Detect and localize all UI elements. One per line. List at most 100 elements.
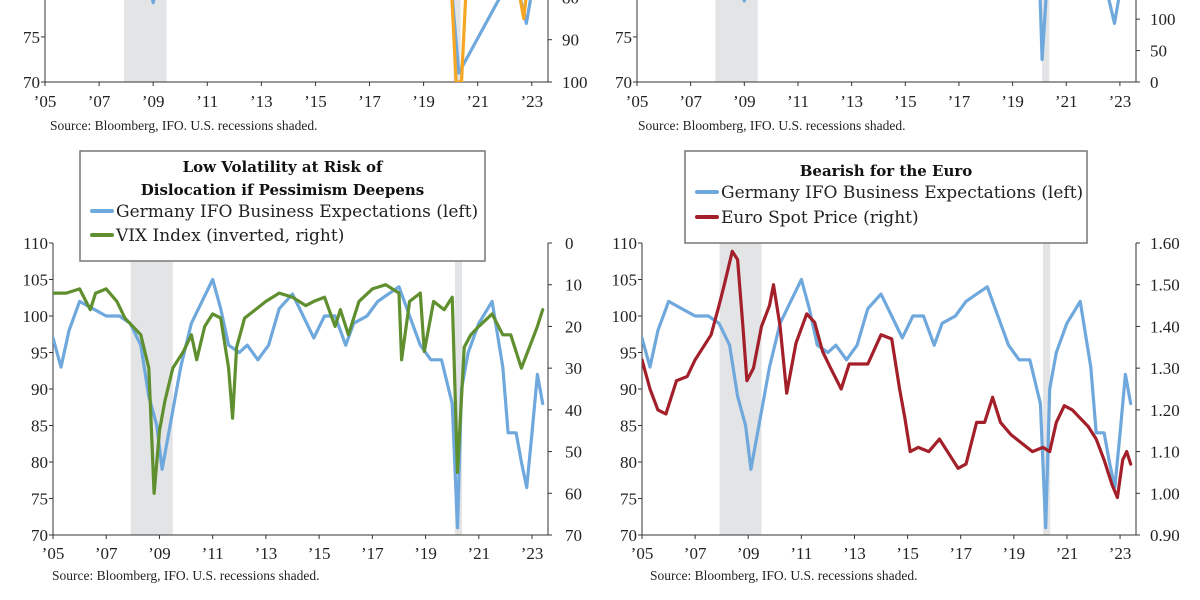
x-tick-label: ’23 xyxy=(1109,544,1132,563)
x-tick-label: ’23 xyxy=(520,92,543,111)
left-tick-label: 70 xyxy=(23,73,40,92)
left-tick-label: 75 xyxy=(31,490,48,509)
x-tick-label: ’21 xyxy=(467,544,490,563)
right-tick-label: 70 xyxy=(565,526,582,545)
right-tick-label: 1.50 xyxy=(1150,276,1180,295)
right-tick-label: 1.30 xyxy=(1150,359,1180,378)
chart-bottom_left: 707580859095100105110706050403020100’05’… xyxy=(23,150,582,583)
x-tick-label: ’17 xyxy=(948,92,971,111)
legend: Low Volatility at Risk of Dislocation if … xyxy=(79,150,486,262)
x-tick-label: ’15 xyxy=(304,92,327,111)
left-tick-label: 70 xyxy=(31,526,48,545)
x-tick-label: ’15 xyxy=(896,544,919,563)
recession-band xyxy=(1043,243,1051,535)
right-tick-label: 0.90 xyxy=(1150,526,1180,545)
x-tick-label: ’13 xyxy=(255,544,278,563)
left-tick-label: 110 xyxy=(612,234,637,253)
left-tick-label: 90 xyxy=(620,380,637,399)
x-tick-label: ’09 xyxy=(148,544,171,563)
right-tick-label: 1.10 xyxy=(1150,443,1180,462)
series-line-ifo xyxy=(642,277,1133,530)
right-tick-label: 50 xyxy=(565,443,582,462)
left-tick-label: 100 xyxy=(23,307,49,326)
legend-label: Euro Spot Price (right) xyxy=(721,208,919,228)
x-tick-label: ’11 xyxy=(202,544,224,563)
x-tick-label: ’07 xyxy=(88,92,111,111)
x-tick-label: ’23 xyxy=(1109,92,1132,111)
legend-label: VIX Index (inverted, right) xyxy=(115,226,344,246)
x-tick-label: ’05 xyxy=(626,92,649,111)
x-tick-label: ’05 xyxy=(34,92,57,111)
right-tick-label: 100 xyxy=(562,73,588,92)
series-line-ifo xyxy=(150,0,533,75)
right-tick-label: 0 xyxy=(1150,73,1159,92)
chart-top_right: 707580050100150’05’07’09’11’13’15’17’19’… xyxy=(615,0,1176,133)
left-tick-label: 105 xyxy=(23,271,49,290)
legend-title: Bearish for the Euro xyxy=(800,162,973,180)
right-tick-label: 10 xyxy=(565,276,582,295)
x-tick-label: ’13 xyxy=(843,544,866,563)
left-tick-label: 70 xyxy=(620,526,637,545)
x-tick-label: ’11 xyxy=(196,92,218,111)
x-tick-label: ’09 xyxy=(733,92,756,111)
chart-top_left: 70 75 80 100 90 80 ’05 ’07 ’09 ’11 ’13 ’15 ’17 ’19 ’21… xyxy=(23,0,588,133)
right-tick-label: 90 xyxy=(562,31,579,50)
source-note: Source: Bloomberg, IFO. U.S. recessions … xyxy=(638,118,905,133)
chart-bottom_right: 70 75 80 85 90 95 100 105 110 0.90 1.00 1.10 1.20 1.3… xyxy=(612,150,1180,583)
x-tick-label: ’21 xyxy=(1055,92,1078,111)
left-tick-label: 70 xyxy=(615,73,632,92)
recession-band xyxy=(454,243,463,535)
x-tick-label: ’05 xyxy=(631,544,654,563)
series-line-ifo xyxy=(742,0,1121,62)
series-line-euro xyxy=(642,249,1133,500)
x-tick-label: ’17 xyxy=(949,544,972,563)
recession-band xyxy=(130,243,173,535)
x-tick-label: ’19 xyxy=(1001,92,1024,111)
right-tick-label: 1.40 xyxy=(1150,317,1180,336)
source-note: Source: Bloomberg, IFO. U.S. recessions … xyxy=(650,568,917,583)
left-tick-label: 90 xyxy=(31,380,48,399)
legend: Bearish for the Euro Germany IFO Business… xyxy=(684,150,1088,244)
legend-box xyxy=(79,150,486,262)
right-tick-label: 20 xyxy=(565,317,582,336)
x-tick-label: ’05 xyxy=(42,544,65,563)
left-tick-label: 75 xyxy=(615,28,632,47)
right-tick-label: 1.20 xyxy=(1150,401,1180,420)
x-tick-label: ’17 xyxy=(361,544,384,563)
left-tick-label: 80 xyxy=(31,453,48,472)
source-note: Source: Bloomberg, IFO. U.S. recessions … xyxy=(50,118,317,133)
recession-band xyxy=(123,0,167,82)
x-tick-label: ’11 xyxy=(787,92,809,111)
x-tick-label: ’15 xyxy=(894,92,917,111)
x-tick-label: ’13 xyxy=(840,92,863,111)
left-tick-label: 85 xyxy=(620,417,637,436)
x-tick-label: ’15 xyxy=(308,544,331,563)
x-tick-label: ’19 xyxy=(1002,544,1025,563)
x-tick-label: ’09 xyxy=(737,544,760,563)
x-tick-label: ’11 xyxy=(790,544,812,563)
legend-label: Germany IFO Business Expectations (left) xyxy=(721,183,1083,203)
left-tick-label: 80 xyxy=(23,0,40,2)
x-tick-label: ’19 xyxy=(412,92,435,111)
right-tick-label: 80 xyxy=(562,0,579,7)
legend-label: Germany IFO Business Expectations (left) xyxy=(116,202,478,222)
left-tick-label: 105 xyxy=(612,271,638,290)
left-tick-label: 95 xyxy=(31,344,48,363)
right-tick-label: 100 xyxy=(1150,10,1176,29)
right-tick-label: 30 xyxy=(565,359,582,378)
recession-band xyxy=(1042,0,1050,82)
x-tick-label: ’21 xyxy=(1056,544,1079,563)
right-tick-label: 60 xyxy=(565,484,582,503)
x-tick-label: ’09 xyxy=(142,92,165,111)
x-tick-label: ’17 xyxy=(358,92,381,111)
x-tick-label: ’07 xyxy=(95,544,118,563)
right-tick-label: 40 xyxy=(565,401,582,420)
left-tick-label: 85 xyxy=(31,417,48,436)
x-tick-label: ’13 xyxy=(250,92,273,111)
right-tick-label: 50 xyxy=(1150,42,1167,61)
left-tick-label: 75 xyxy=(620,490,637,509)
recession-band xyxy=(715,0,758,82)
right-tick-label: 0 xyxy=(565,234,574,253)
source-note: Source: Bloomberg, IFO. U.S. recessions … xyxy=(52,568,319,583)
